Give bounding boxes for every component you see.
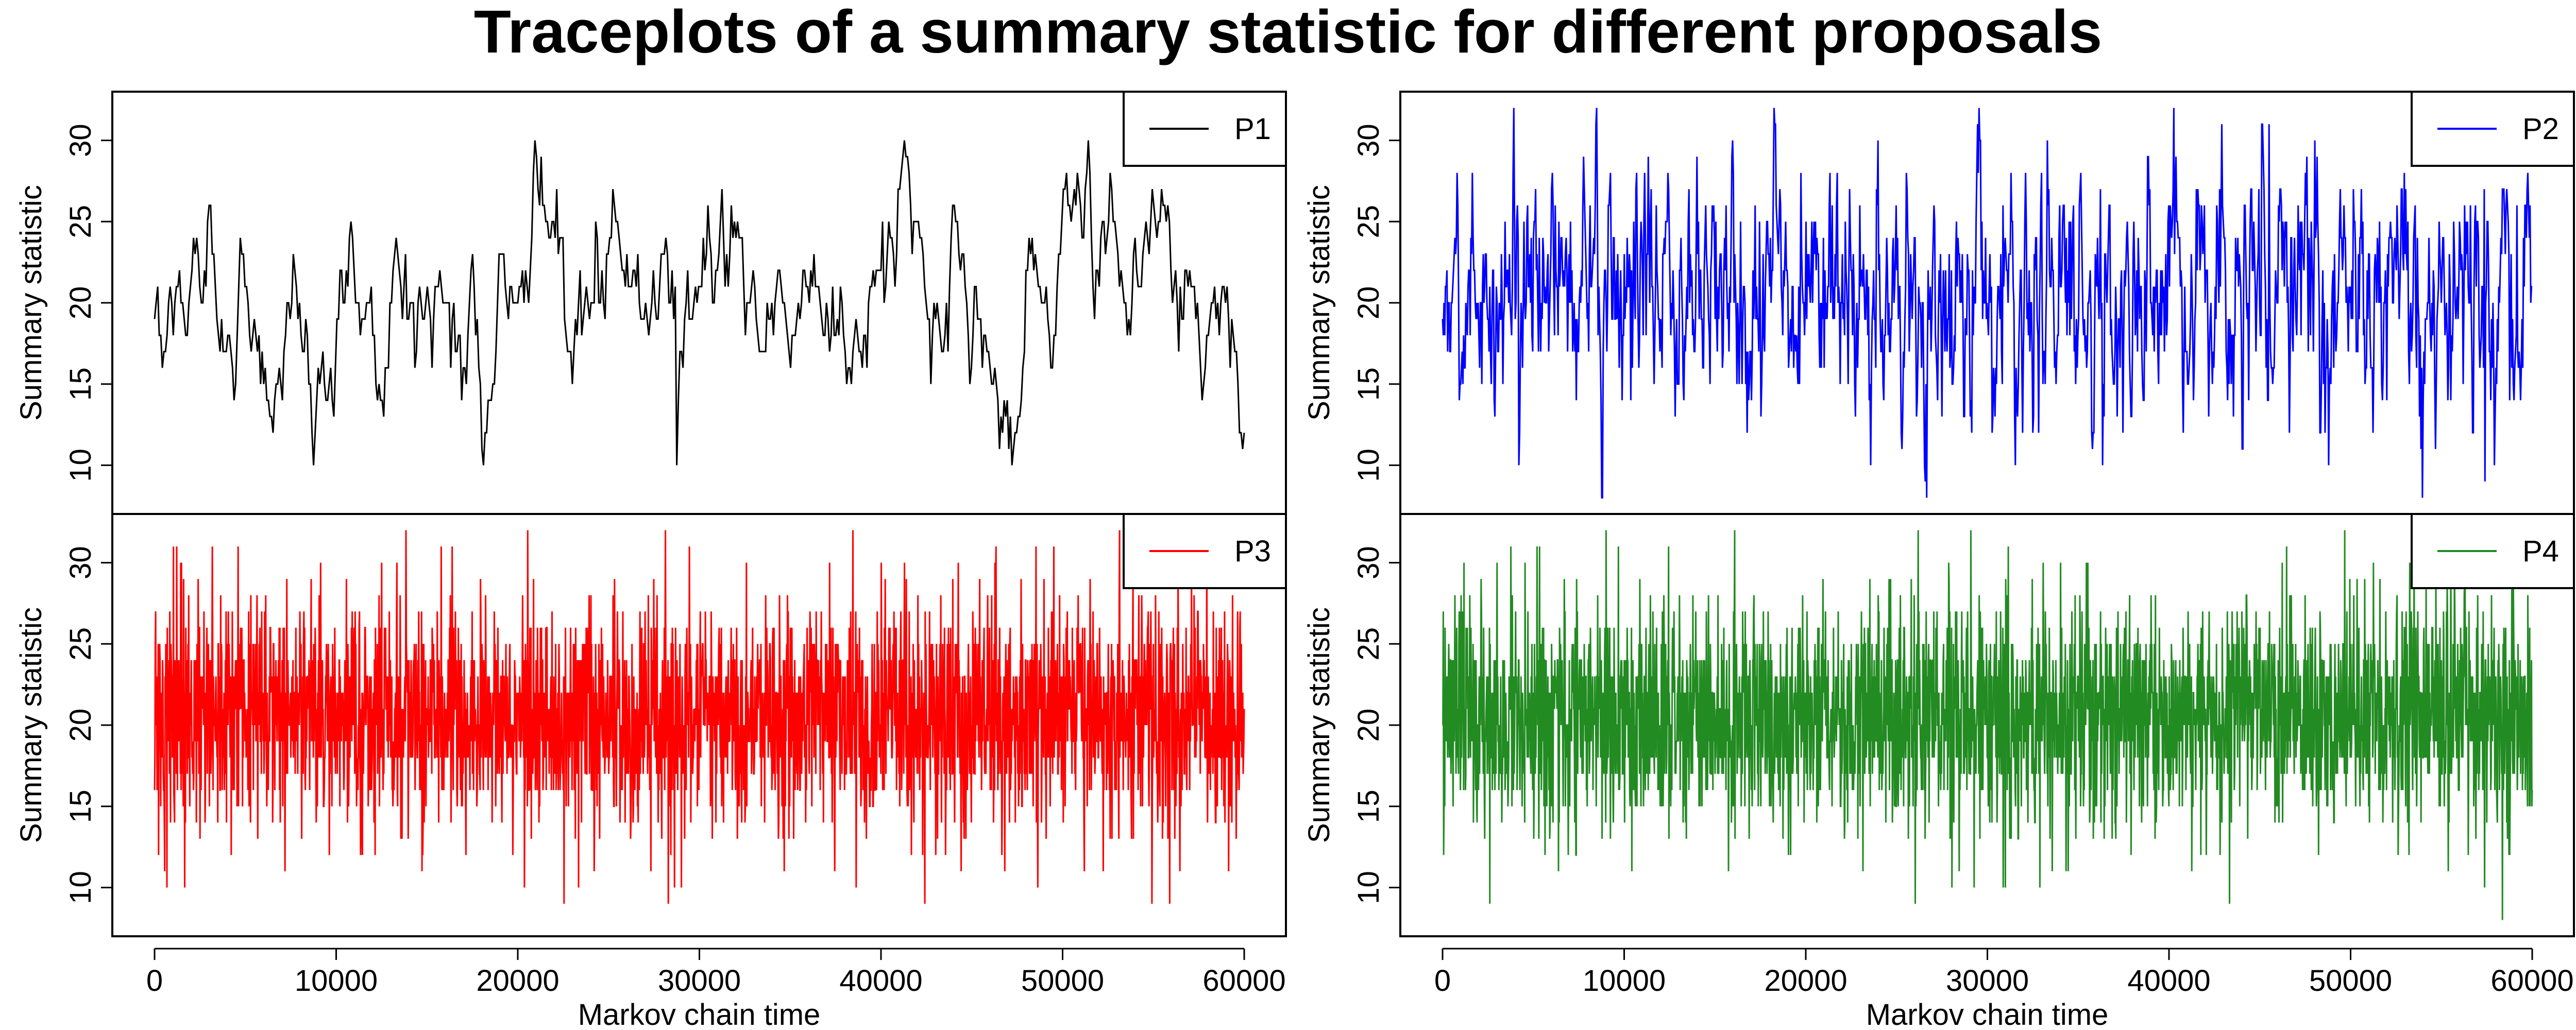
panel-p4-legend: P4: [2411, 513, 2575, 589]
y-tick-label: 15: [64, 789, 97, 823]
panel-p3: 10 15 20 25 30 0 10000 20000 30000 40000 50000 600…: [14, 513, 1287, 1030]
panel-p3-legend: P3: [1123, 513, 1287, 589]
x-tick-label: 50000: [2309, 964, 2392, 998]
y-tick-label: 10: [1352, 449, 1385, 482]
x-tick-label: 20000: [476, 964, 559, 998]
x-tick-label: 60000: [1202, 964, 1285, 998]
x-tick-label: 30000: [658, 964, 741, 998]
x-tick-label: 30000: [1946, 964, 2029, 998]
x-tick-label: 0: [146, 964, 163, 998]
y-tick-label: 20: [64, 709, 97, 742]
y-tick-label: 30: [1352, 124, 1385, 157]
y-tick-label: 25: [1352, 205, 1385, 238]
x-tick-label: 20000: [1764, 964, 1847, 998]
x-tick-label: 10000: [1583, 964, 1666, 998]
panel-p3-trace-line: [154, 530, 1245, 904]
y-tick-label: 10: [64, 871, 97, 904]
panel-p4-trace-line: [1442, 530, 2533, 920]
y-tick-label: 15: [1352, 789, 1385, 823]
panel-p4-xlabel: Markov chain time: [1866, 998, 2109, 1030]
y-tick-label: 15: [64, 367, 97, 401]
y-tick-label: 25: [1352, 627, 1385, 661]
panel-p2-y-axis: 10 15 20 25 30: [1352, 124, 1400, 482]
panel-p2-ylabel: Summary statistic: [1302, 185, 1336, 421]
panel-p2-trace-line: [1442, 108, 2533, 499]
figure-title: Traceplots of a summary statistic for di…: [474, 0, 2103, 66]
y-tick-label: 25: [64, 205, 97, 238]
y-tick-label: 20: [64, 286, 97, 320]
y-tick-label: 20: [1352, 709, 1385, 742]
panel-p4-x-axis: 0 10000 20000 30000 40000 50000 60000: [1434, 948, 2574, 998]
panel-p4: 10 15 20 25 30 0 10000 20000 30000 40000 50000 600…: [1302, 513, 2575, 1030]
x-tick-label: 40000: [839, 964, 922, 998]
panel-p4-y-axis: 10 15 20 25 30: [1352, 546, 1400, 904]
panel-p3-xlabel: Markov chain time: [578, 998, 821, 1030]
panel-p1-legend-label: P1: [1234, 112, 1271, 146]
x-tick-label: 0: [1434, 964, 1451, 998]
panel-p2-legend: P2: [2411, 91, 2575, 167]
y-tick-label: 10: [64, 449, 97, 482]
y-tick-label: 20: [1352, 286, 1385, 320]
x-tick-label: 60000: [2490, 964, 2573, 998]
y-tick-label: 30: [1352, 546, 1385, 579]
panel-p3-ylabel: Summary statistic: [14, 607, 48, 843]
panel-p1-y-axis: 10 15 20 25 30: [64, 124, 112, 482]
y-tick-label: 15: [1352, 367, 1385, 401]
x-tick-label: 40000: [2127, 964, 2210, 998]
x-tick-label: 10000: [295, 964, 378, 998]
panel-p1-trace-line: [154, 140, 1245, 466]
panel-p3-y-axis: 10 15 20 25 30: [64, 546, 112, 904]
y-tick-label: 30: [64, 546, 97, 579]
panel-p3-x-axis: 0 10000 20000 30000 40000 50000 60000: [146, 948, 1286, 998]
panel-p2-legend-label: P2: [2522, 112, 2559, 146]
y-tick-label: 25: [64, 627, 97, 661]
panel-p3-legend-label: P3: [1234, 535, 1271, 568]
y-tick-label: 10: [1352, 871, 1385, 904]
panel-p1: 10 15 20 25 30 Summary statistic P1: [14, 91, 1287, 515]
x-tick-label: 50000: [1021, 964, 1104, 998]
panel-p1-legend: P1: [1123, 91, 1287, 167]
panel-p4-legend-label: P4: [2522, 535, 2559, 568]
panel-p1-ylabel: Summary statistic: [14, 185, 48, 421]
panel-p4-ylabel: Summary statistic: [1302, 607, 1336, 843]
y-tick-label: 30: [64, 124, 97, 157]
